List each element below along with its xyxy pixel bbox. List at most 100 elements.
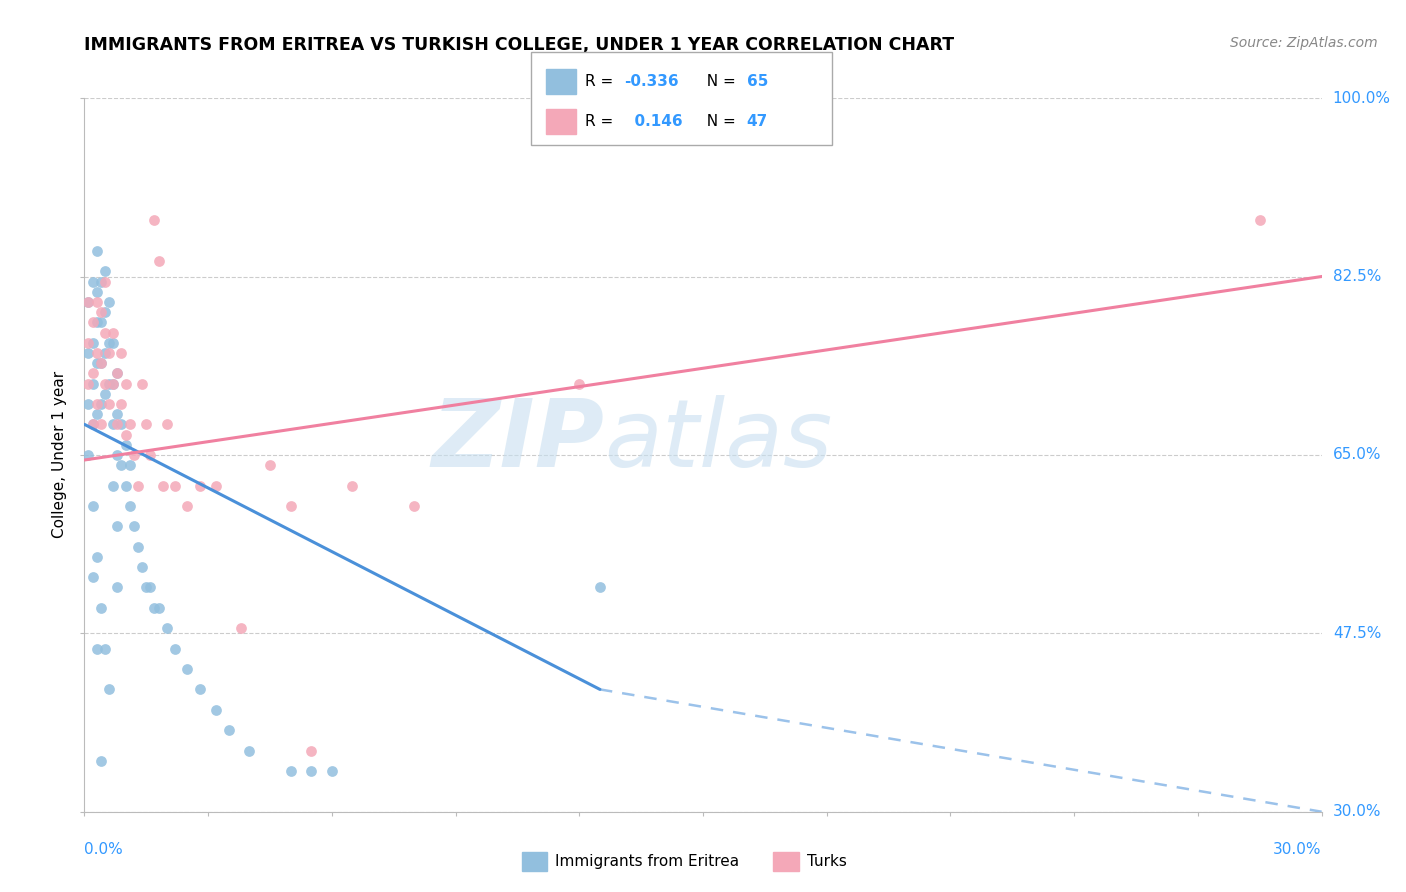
Point	[90, 397, 112, 411]
Point	[188, 478, 211, 492]
Text: 100.0%: 100.0%	[1333, 91, 1391, 105]
Point	[259, 458, 281, 472]
Text: N =: N =	[697, 114, 741, 128]
Point	[90, 356, 112, 370]
Point	[131, 560, 153, 574]
Point	[86, 346, 108, 360]
Point	[280, 764, 302, 778]
Point	[299, 764, 322, 778]
Point	[77, 397, 100, 411]
Y-axis label: College, Under 1 year: College, Under 1 year	[52, 371, 67, 539]
Point	[103, 417, 125, 432]
Point	[82, 417, 104, 432]
Point	[86, 407, 108, 421]
Point	[105, 519, 128, 533]
Point	[82, 499, 104, 513]
Point	[114, 427, 136, 442]
Point	[280, 499, 302, 513]
Text: 47: 47	[747, 114, 768, 128]
Text: N =: N =	[697, 74, 741, 88]
Text: 30.0%: 30.0%	[1333, 805, 1381, 819]
Point	[131, 376, 153, 391]
Point	[105, 367, 128, 381]
Text: atlas: atlas	[605, 395, 832, 486]
Point	[77, 376, 100, 391]
Point	[82, 570, 104, 584]
Point	[98, 335, 121, 350]
Text: 30.0%: 30.0%	[1274, 842, 1322, 857]
Point	[229, 621, 252, 635]
Point	[165, 478, 187, 492]
Point	[86, 549, 108, 564]
Text: Turks: Turks	[807, 855, 846, 869]
Point	[114, 478, 136, 492]
Point	[568, 376, 591, 391]
Point	[321, 764, 343, 778]
Point	[110, 346, 132, 360]
Point	[94, 275, 117, 289]
Point	[82, 275, 104, 289]
Point	[105, 417, 128, 432]
Point	[118, 417, 141, 432]
Point	[82, 376, 104, 391]
Text: R =: R =	[585, 74, 619, 88]
Point	[86, 397, 108, 411]
Point	[77, 335, 100, 350]
Point	[205, 478, 228, 492]
Point	[103, 326, 125, 340]
Point	[94, 326, 117, 340]
Point	[82, 315, 104, 329]
Point	[82, 417, 104, 432]
Point	[94, 641, 117, 656]
Point	[152, 478, 174, 492]
Point	[98, 346, 121, 360]
Point	[98, 295, 121, 310]
Text: 65.0%: 65.0%	[1333, 448, 1381, 462]
Point	[98, 376, 121, 391]
Point	[122, 519, 145, 533]
Point	[77, 295, 100, 310]
Point	[127, 540, 149, 554]
Point	[114, 376, 136, 391]
Text: 0.146: 0.146	[624, 114, 683, 128]
Point	[86, 641, 108, 656]
Point	[94, 386, 117, 401]
Point	[156, 621, 179, 635]
Point	[404, 499, 426, 513]
Point	[118, 458, 141, 472]
Point	[122, 448, 145, 462]
Point	[148, 254, 170, 268]
Point	[86, 244, 108, 258]
Text: 82.5%: 82.5%	[1333, 269, 1381, 284]
Point	[135, 581, 157, 595]
Point	[135, 417, 157, 432]
Point	[77, 346, 100, 360]
Point	[589, 581, 612, 595]
Point	[86, 315, 108, 329]
Point	[77, 448, 100, 462]
Point	[139, 448, 162, 462]
Point	[82, 335, 104, 350]
Point	[82, 367, 104, 381]
Point	[98, 682, 121, 697]
Text: 65: 65	[747, 74, 768, 88]
Point	[90, 315, 112, 329]
Point	[105, 367, 128, 381]
Text: -0.336: -0.336	[624, 74, 679, 88]
Point	[188, 682, 211, 697]
Point	[110, 417, 132, 432]
Point	[77, 295, 100, 310]
Point	[299, 743, 322, 757]
Point	[105, 581, 128, 595]
Point	[148, 600, 170, 615]
Point	[86, 285, 108, 299]
Point	[1249, 213, 1271, 227]
Point	[114, 438, 136, 452]
Point	[90, 417, 112, 432]
Point	[98, 397, 121, 411]
Point	[105, 448, 128, 462]
Point	[103, 376, 125, 391]
Point	[94, 264, 117, 278]
Point	[110, 458, 132, 472]
Text: Source: ZipAtlas.com: Source: ZipAtlas.com	[1230, 36, 1378, 50]
